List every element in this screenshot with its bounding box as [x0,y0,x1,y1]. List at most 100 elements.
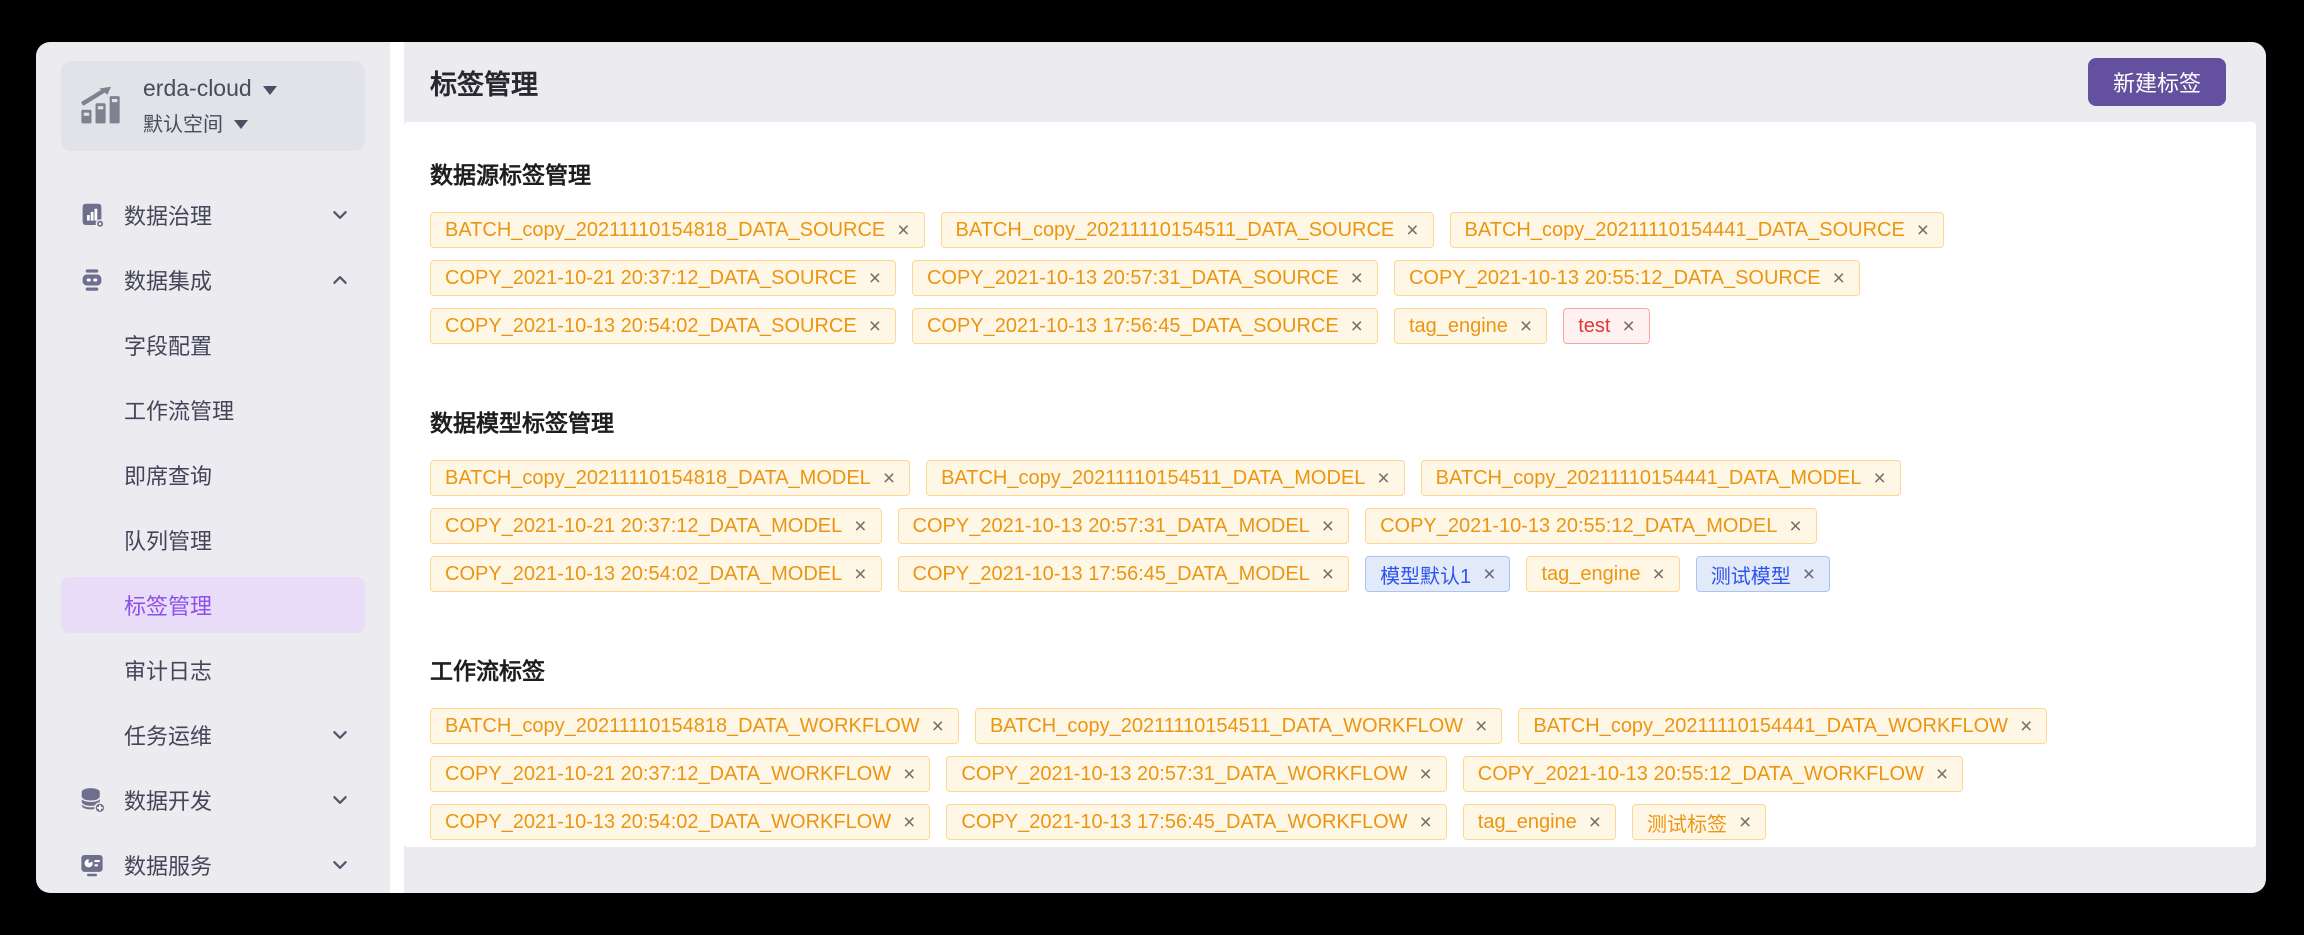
tag-close-icon[interactable]: × [868,266,881,290]
tag-close-icon[interactable]: × [2020,714,2033,738]
tag: COPY_2021-10-13 20:57:31_DATA_SOURCE × [911,260,1378,296]
tag-close-icon[interactable]: × [1321,562,1335,586]
sidebar-item-adhoc-query[interactable]: 即席查询 [61,447,365,503]
tag-label: COPY_2021-10-13 17:56:45_DATA_SOURCE [926,314,1339,337]
tag-label: COPY_2021-10-13 20:54:02_DATA_MODEL [445,562,843,585]
sidebar-item-label: 审计日志 [124,659,213,684]
chevron-down-icon [333,861,347,869]
tag-label: COPY_2021-10-13 20:55:12_DATA_MODEL [1380,514,1778,537]
tag-close-icon[interactable]: × [1739,810,1752,834]
new-tag-button[interactable]: 新建标签 [2087,58,2226,106]
section-title: 数据源标签管理 [430,162,591,188]
section-data-source-tags: 数据源标签管理 BATCH_copy_20211110154818_DATA_S… [430,156,2228,344]
chevron-down-icon [333,211,347,219]
tag: 测试标签 × [1632,804,1767,840]
sidebar-item-label: 数据集成 [124,269,213,294]
tag-close-icon[interactable]: × [1350,314,1363,338]
tag: tag_engine × [1462,804,1617,840]
tag-close-icon[interactable]: × [897,218,910,242]
tag-label: 测试标签 [1647,813,1728,836]
tag: BATCH_copy_20211110154818_DATA_WORKFLOW … [430,708,959,744]
tag-list: BATCH_copy_20211110154818_DATA_MODEL × B… [430,460,2228,592]
tag-close-icon[interactable]: × [1802,562,1815,586]
tag: BATCH_copy_20211110154441_DATA_SOURCE × [1449,212,1945,248]
tag-close-icon[interactable]: × [1519,314,1533,338]
data-service-icon [77,850,107,880]
tag-close-icon[interactable]: × [1350,266,1363,290]
tag-label: BATCH_copy_20211110154818_DATA_MODEL [445,466,871,489]
chevron-up-icon [333,276,347,284]
tag-close-icon[interactable]: × [931,714,944,738]
tag: BATCH_copy_20211110154511_DATA_MODEL × [926,460,1405,496]
tag-label: COPY_2021-10-13 17:56:45_DATA_WORKFLOW [961,810,1408,833]
workspace-name[interactable]: 默认空间 [143,114,223,136]
tag-close-icon[interactable]: × [1935,762,1949,786]
tag-close-icon[interactable]: × [1832,266,1845,290]
tag: BATCH_copy_20211110154441_DATA_MODEL × [1420,460,1901,496]
tag-label: COPY_2021-10-13 20:57:31_DATA_MODEL [912,514,1310,537]
tag-close-icon[interactable]: × [1406,218,1419,242]
sidebar: erda-cloud 默认空间 [36,42,390,893]
app-window: erda-cloud 默认空间 [36,42,2266,893]
sidebar-main-divider [390,42,404,893]
main-area: 标签管理 新建标签 数据源标签管理 BATCH_copy_20211110154… [404,42,2266,893]
tag-label: BATCH_copy_20211110154818_DATA_WORKFLOW [445,714,920,737]
tag-close-icon[interactable]: × [1483,562,1496,586]
tag-close-icon[interactable]: × [854,562,867,586]
sidebar-menu: 数据治理 数据集成 字段配置 [36,187,390,893]
tag-close-icon[interactable]: × [1916,218,1930,242]
tag-close-icon[interactable]: × [1789,514,1802,538]
tag: COPY_2021-10-13 20:54:02_DATA_WORKFLOW × [430,804,931,840]
tag: COPY_2021-10-13 20:57:31_DATA_MODEL × [897,508,1350,544]
sidebar-item-queue-management[interactable]: 队列管理 [61,512,365,568]
tag-close-icon[interactable]: × [1419,762,1432,786]
org-name[interactable]: erda-cloud [143,75,252,101]
tag-close-icon[interactable]: × [854,514,867,538]
sidebar-item-workflow-management[interactable]: 工作流管理 [61,382,365,438]
tag: COPY_2021-10-13 20:55:12_DATA_MODEL × [1365,508,1817,544]
tag-label: COPY_2021-10-21 20:37:12_DATA_SOURCE [445,266,857,289]
sidebar-item-label: 字段配置 [124,334,213,359]
tag-close-icon[interactable]: × [903,810,916,834]
org-switcher[interactable]: erda-cloud 默认空间 [61,61,365,151]
tag-label: COPY_2021-10-13 20:54:02_DATA_SOURCE [445,314,857,337]
tag-list: BATCH_copy_20211110154818_DATA_SOURCE × … [430,212,2228,344]
tag-close-icon[interactable]: × [1475,714,1488,738]
tag-close-icon[interactable]: × [1873,466,1886,490]
tag: BATCH_copy_20211110154511_DATA_SOURCE × [940,212,1434,248]
tag-close-icon[interactable]: × [868,314,881,338]
workspace-dropdown-caret-icon[interactable] [234,119,248,129]
tag-close-icon[interactable]: × [903,762,916,786]
tag-close-icon[interactable]: × [1588,810,1602,834]
tag: tag_engine × [1526,556,1680,592]
sidebar-item-label: 数据服务 [124,854,213,879]
tag-close-icon[interactable]: × [1622,314,1635,338]
tag-label: COPY_2021-10-21 20:37:12_DATA_MODEL [445,514,843,537]
tag-close-icon[interactable]: × [1419,810,1432,834]
sidebar-item-data-development[interactable]: 数据开发 [61,772,365,828]
sidebar-item-data-service[interactable]: 数据服务 [61,837,365,893]
tag-close-icon[interactable]: × [882,466,896,490]
sidebar-item-field-config[interactable]: 字段配置 [61,317,365,373]
section-title: 数据模型标签管理 [430,410,614,436]
sidebar-item-task-ops[interactable]: 任务运维 [61,707,365,763]
sidebar-item-data-governance[interactable]: 数据治理 [61,187,365,243]
sidebar-item-label: 即席查询 [124,464,213,489]
sidebar-item-data-integration[interactable]: 数据集成 [61,252,365,308]
tag: test × [1563,308,1650,344]
tag-label: tag_engine [1408,314,1508,337]
org-dropdown-caret-icon[interactable] [262,85,277,95]
sidebar-item-audit-log[interactable]: 审计日志 [61,642,365,698]
tag-close-icon[interactable]: × [1377,466,1390,490]
tag-close-icon[interactable]: × [1321,514,1335,538]
tag: COPY_2021-10-13 20:55:12_DATA_WORKFLOW × [1462,756,1964,792]
tag-label: BATCH_copy_20211110154818_DATA_SOURCE [445,218,886,241]
sidebar-item-label: 队列管理 [124,529,213,554]
sidebar-item-label: 数据治理 [124,204,213,229]
sidebar-item-tag-management[interactable]: 标签管理 [61,577,365,633]
tag-close-icon[interactable]: × [1652,562,1665,586]
tag-label: test [1578,314,1611,337]
tag-label: COPY_2021-10-13 20:57:31_DATA_WORKFLOW [961,762,1408,785]
tag-label: 模型默认1 [1380,565,1472,588]
tag-label: COPY_2021-10-21 20:37:12_DATA_WORKFLOW [445,762,892,785]
